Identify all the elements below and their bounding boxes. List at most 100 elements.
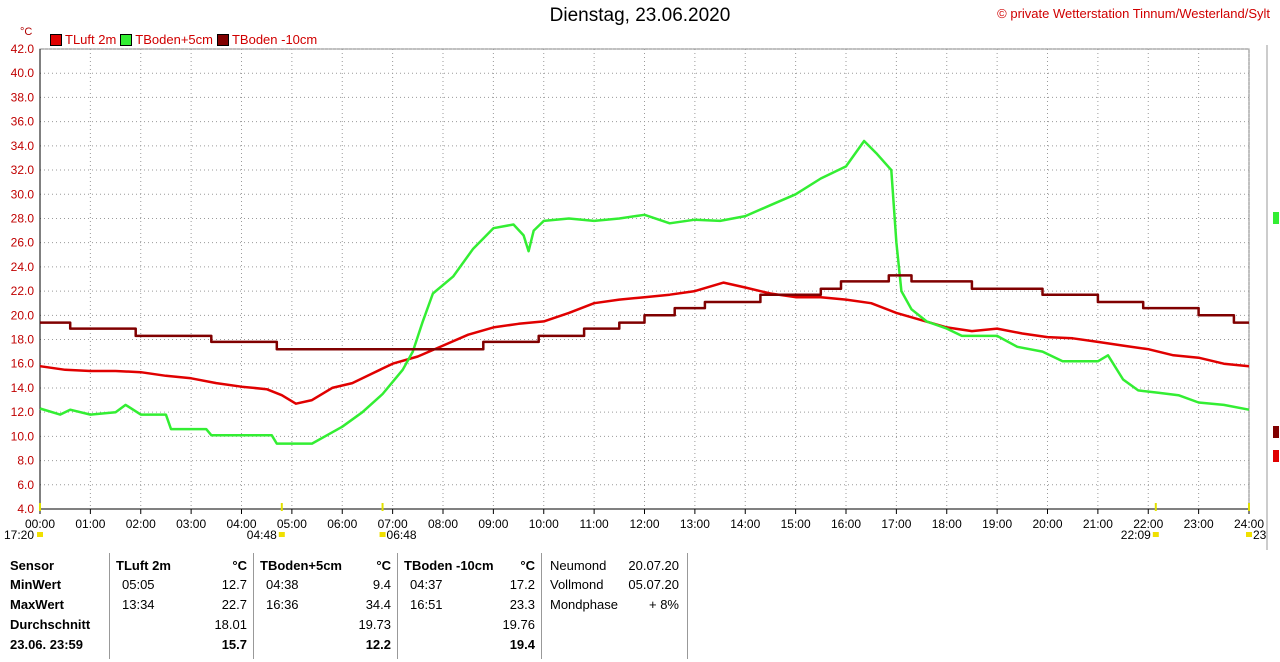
series-line-0	[39, 281, 1250, 405]
tboden5-min-val: 9.4	[372, 577, 391, 592]
sun-marker-icon	[37, 532, 43, 537]
x-tick-label: 08:00	[428, 517, 458, 531]
stats-col-tluft: TLuft 2m °C 05:05 12.7 13:34 22.7 18.01 …	[110, 553, 254, 659]
y-tick-label: 32.0	[11, 163, 35, 177]
sun-marker-icon	[1152, 532, 1159, 537]
x-tick-label: 06:00	[327, 517, 357, 531]
tboden10-unit: °C	[520, 558, 535, 573]
tluft-min-time: 05:05	[122, 577, 155, 592]
stats-col-moon: Neumond 20.07.20 Vollmond 05.07.20 Mondp…	[542, 553, 688, 659]
y-tick-label: 12.0	[11, 405, 35, 419]
tboden5-name: TBoden+5cm	[260, 558, 342, 573]
tluft-now: 15.7	[221, 637, 247, 652]
y-tick-label: 8.0	[17, 454, 34, 468]
x-tick-label: 07:00	[378, 517, 408, 531]
sun-marker-label: 04:48	[247, 528, 277, 542]
tboden5-max-val: 34.4	[365, 597, 391, 612]
moon-new-label: Neumond	[550, 558, 607, 573]
y-tick-label: 18.0	[11, 333, 35, 347]
x-tick-label: 11:00	[580, 517, 609, 531]
tluft-unit: °C	[232, 558, 247, 573]
x-tick-label: 13:00	[680, 517, 710, 531]
tluft-avg: 18.01	[214, 617, 247, 632]
x-tick-label: 16:00	[831, 517, 861, 531]
tboden10-max-val: 23.3	[509, 597, 535, 612]
tboden10-avg: 19.76	[502, 617, 535, 632]
y-unit-label: °C	[20, 26, 33, 38]
legend-label-tboden10: TBoden -10cm	[231, 32, 318, 47]
x-tick-label: 05:00	[277, 517, 307, 531]
tboden10-min-time: 04:37	[410, 577, 443, 592]
y-tick-label: 38.0	[11, 90, 35, 104]
copyright-label: © private Wetterstation Tinnum/Westerlan…	[997, 6, 1270, 21]
sun-marker-label: 17:20	[4, 528, 34, 542]
plot-area	[39, 48, 1250, 510]
side-strip-mark	[1273, 450, 1279, 462]
x-tick-label: 09:00	[478, 517, 508, 531]
legend-swatch-tluft	[50, 33, 62, 46]
x-tick-label: 12:00	[629, 517, 659, 531]
moon-full-label: Vollmond	[550, 577, 604, 592]
legend-item-tboden10: TBoden -10cm	[216, 32, 318, 47]
y-tick-label: 10.0	[11, 429, 35, 443]
legend-item-tboden5: TBoden+5cm	[120, 32, 213, 47]
x-tick-label: 10:00	[529, 517, 559, 531]
y-tick-label: 6.0	[17, 478, 34, 492]
tboden5-min-time: 04:38	[266, 577, 299, 592]
sun-marker-label: 23	[1253, 528, 1267, 542]
y-tick-label: 24.0	[11, 260, 35, 274]
tboden5-max-time: 16:36	[266, 597, 299, 612]
x-tick-label: 21:00	[1083, 517, 1113, 531]
tluft-min-val: 12.7	[221, 577, 247, 592]
tboden10-name: TBoden -10cm	[404, 558, 494, 573]
sun-marker-icon	[278, 532, 285, 537]
x-tick-label: 23:00	[1184, 517, 1214, 531]
x-tick-label: 17:00	[881, 517, 911, 531]
y-tick-label: 40.0	[11, 66, 35, 80]
legend-label-tluft: TLuft 2m	[65, 32, 117, 47]
legend-item-tluft: TLuft 2m	[50, 32, 116, 47]
sun-marker-label: 06:48	[387, 528, 417, 542]
stats-col-labels: Sensor MinWert MaxWert Durchschnitt 23.0…	[6, 553, 110, 659]
x-tick-label: 03:00	[176, 517, 206, 531]
sun-marker-icon	[379, 532, 386, 537]
x-tick-label: 24:00	[1234, 517, 1264, 531]
stats-col-tboden10: TBoden -10cm °C 04:37 17.2 16:51 23.3 19…	[398, 553, 542, 659]
tluft-max-time: 13:34	[122, 597, 155, 612]
tboden5-avg: 19.73	[358, 617, 391, 632]
y-tick-label: 30.0	[11, 187, 35, 201]
tboden10-max-time: 16:51	[410, 597, 443, 612]
sun-marker-icon	[1246, 532, 1252, 537]
x-tick-label: 22:00	[1133, 517, 1163, 531]
y-tick-label: 36.0	[11, 115, 35, 129]
chart-title: Dienstag, 23.06.2020	[549, 5, 731, 26]
moon-phase-label: Mondphase	[550, 597, 618, 612]
x-tick-label: 02:00	[126, 517, 156, 531]
y-tick-label: 14.0	[11, 381, 35, 395]
x-tick-label: 20:00	[1032, 517, 1062, 531]
label-min: MinWert	[10, 577, 62, 592]
label-now: 23.06. 23:59	[10, 637, 84, 652]
x-tick-label: 15:00	[781, 517, 811, 531]
legend-swatch-tboden10	[216, 33, 229, 46]
sun-marker-label: 22:09	[1121, 528, 1151, 542]
tboden10-min-val: 17.2	[509, 577, 535, 592]
side-strip-mark	[1273, 426, 1279, 438]
x-tick-label: 19:00	[982, 517, 1012, 531]
y-tick-label: 16.0	[11, 357, 35, 371]
tboden5-now: 12.2	[365, 637, 391, 652]
y-tick-label: 20.0	[11, 308, 35, 322]
moon-full-date: 05.07.20	[628, 577, 679, 592]
x-tick-label: 14:00	[730, 517, 760, 531]
stats-col-tboden5: TBoden+5cm °C 04:38 9.4 16:36 34.4 19.73…	[254, 553, 398, 659]
y-tick-label: 28.0	[11, 211, 35, 225]
tluft-name: TLuft 2m	[116, 558, 171, 573]
moon-phase-val: + 8%	[649, 597, 679, 612]
y-tick-label: 26.0	[11, 236, 35, 250]
moon-new-date: 20.07.20	[628, 558, 679, 573]
series-line-2	[40, 274, 1249, 351]
legend-label-tboden5: TBoden+5cm	[135, 32, 213, 47]
x-tick-label: 00:00	[25, 517, 55, 531]
tboden5-unit: °C	[376, 558, 391, 573]
